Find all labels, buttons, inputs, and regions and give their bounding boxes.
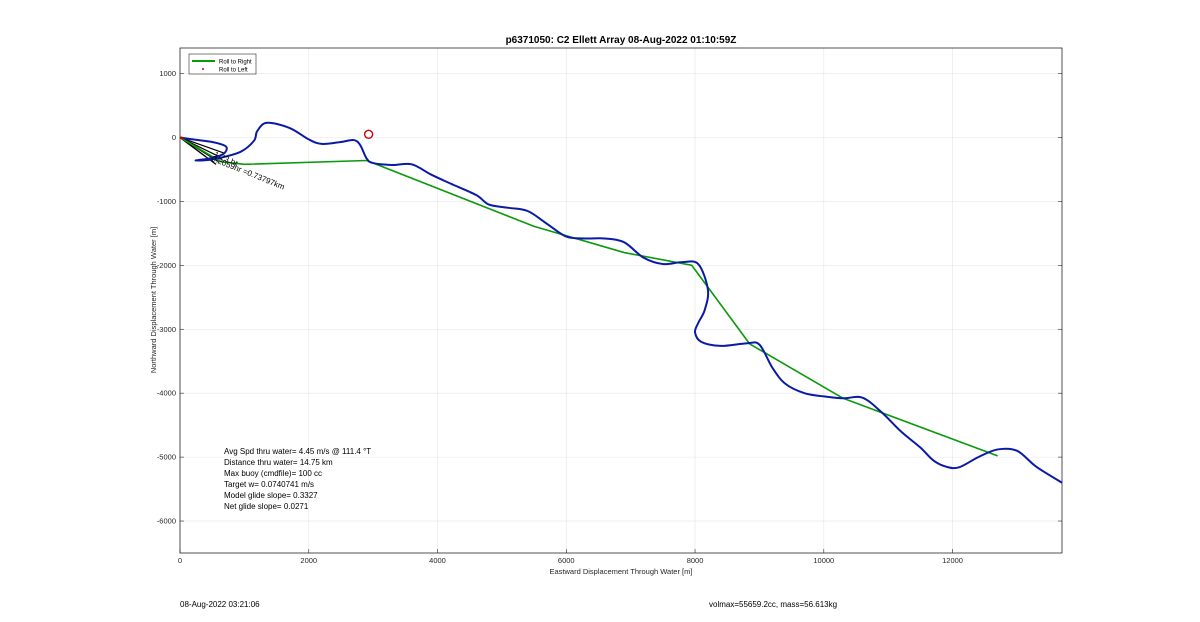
y-axis-label: Northward Displacement Through Water [m] bbox=[149, 227, 158, 373]
y-tick-label: -1000 bbox=[157, 197, 176, 206]
series-roll-right-line bbox=[179, 136, 998, 457]
stat-avg-speed: Avg Spd thru water= 4.45 m/s @ 111.4 °T bbox=[224, 447, 371, 456]
axis-ticks: 0 2000 4000 6000 8000 10000 1200010000-1000-20… bbox=[157, 69, 1062, 565]
footer-timestamp: 08-Aug-2022 03:21:06 bbox=[180, 600, 260, 609]
x-tick-label: 2000 bbox=[300, 556, 317, 565]
stats-block: Avg Spd thru water= 4.45 m/s @ 111.4 °T … bbox=[224, 447, 371, 511]
data-series bbox=[179, 121, 1063, 484]
legend-label-roll-right: Roll to Right bbox=[219, 60, 252, 66]
x-axis-label: Eastward Displacement Through Water [m] bbox=[550, 567, 693, 576]
y-tick-label: -2000 bbox=[157, 261, 176, 270]
x-tick-label: 8000 bbox=[687, 556, 704, 565]
y-tick-label: -3000 bbox=[157, 325, 176, 334]
legend-swatch-roll-left bbox=[202, 68, 204, 70]
stat-max-buoy: Max buoy (cmdfile)= 100 cc bbox=[224, 469, 322, 478]
x-tick-label: 10000 bbox=[813, 556, 834, 565]
roll-left-point bbox=[181, 136, 184, 140]
y-tick-label: -6000 bbox=[157, 517, 176, 526]
legend-label-roll-left: Roll to Left bbox=[219, 68, 248, 74]
stat-target-w: Target w= 0.0740741 m/s bbox=[224, 480, 314, 489]
footer-mass-info: volmax=55659.2cc, mass=56.613kg bbox=[709, 600, 838, 609]
origin-fan-line bbox=[179, 136, 226, 155]
plot-area-frame bbox=[179, 47, 1063, 554]
series-track-line bbox=[179, 121, 1063, 484]
x-tick-label: 0 bbox=[178, 556, 182, 565]
legend: Roll to Right Roll to Left bbox=[188, 53, 257, 75]
legend-box bbox=[188, 53, 257, 75]
y-tick-label: 0 bbox=[172, 133, 176, 142]
stat-model-glide: Model glide slope= 0.3327 bbox=[224, 491, 318, 500]
x-tick-label: 4000 bbox=[429, 556, 446, 565]
y-tick-label: -5000 bbox=[157, 453, 176, 462]
y-tick-label: 1000 bbox=[159, 69, 176, 78]
stat-net-glide: Net glide slope= 0.0271 bbox=[224, 502, 309, 511]
x-tick-label: 12000 bbox=[942, 556, 963, 565]
chart-title: p6371050: C2 Ellett Array 08-Aug-2022 01… bbox=[506, 35, 737, 46]
stat-distance: Distance thru water= 14.75 km bbox=[224, 458, 333, 467]
x-tick-label: 6000 bbox=[558, 556, 575, 565]
grid-lines bbox=[179, 48, 1062, 553]
y-tick-label: -4000 bbox=[157, 389, 176, 398]
target-marker bbox=[363, 129, 374, 139]
